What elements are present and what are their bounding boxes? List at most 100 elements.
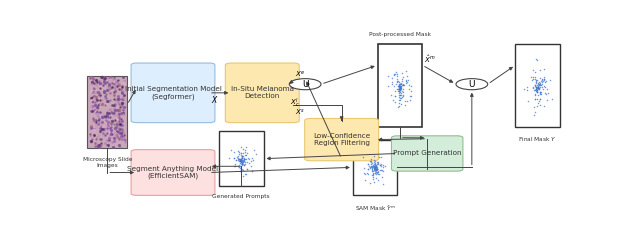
Point: [239, 163, 249, 167]
Point: [532, 58, 542, 61]
Point: [539, 77, 549, 81]
Point: [367, 166, 378, 170]
Point: [531, 90, 541, 94]
Point: [236, 151, 246, 155]
Point: [540, 76, 550, 79]
Point: [395, 86, 405, 90]
Point: [534, 88, 544, 91]
Point: [238, 161, 248, 164]
Point: [365, 166, 376, 169]
Point: [401, 81, 411, 85]
Point: [238, 158, 248, 162]
Point: [369, 164, 380, 168]
Point: [394, 80, 404, 84]
Point: [372, 167, 382, 171]
Point: [394, 84, 404, 88]
Point: [372, 167, 382, 171]
Point: [376, 168, 386, 171]
Point: [397, 87, 408, 91]
Point: [399, 83, 410, 86]
Point: [534, 83, 545, 87]
Point: [239, 158, 250, 161]
Text: U: U: [302, 80, 308, 89]
Point: [239, 163, 250, 166]
Point: [235, 159, 245, 163]
Point: [232, 155, 242, 159]
Text: $X$: $X$: [211, 94, 219, 105]
Point: [376, 162, 386, 166]
FancyBboxPatch shape: [131, 150, 215, 195]
Point: [392, 77, 402, 81]
Point: [541, 92, 552, 95]
Point: [371, 168, 381, 172]
Point: [238, 159, 248, 162]
Point: [530, 75, 540, 78]
Point: [370, 167, 380, 171]
Point: [234, 157, 244, 160]
Point: [236, 153, 246, 157]
Point: [394, 86, 404, 89]
Point: [522, 85, 532, 88]
Point: [235, 159, 245, 163]
Point: [229, 164, 239, 168]
Point: [369, 166, 379, 170]
Point: [378, 169, 388, 173]
Point: [237, 156, 247, 160]
Point: [393, 84, 403, 88]
Point: [528, 86, 538, 90]
Point: [242, 167, 252, 171]
Point: [395, 86, 405, 89]
Point: [237, 155, 247, 158]
Point: [406, 94, 417, 97]
Point: [394, 87, 404, 91]
Point: [239, 158, 249, 161]
Point: [530, 92, 540, 95]
Point: [235, 159, 245, 162]
Point: [234, 165, 244, 169]
Point: [522, 88, 532, 91]
Point: [394, 84, 404, 88]
Point: [251, 153, 261, 156]
Point: [395, 86, 405, 90]
Point: [397, 83, 408, 87]
Point: [242, 160, 252, 164]
Point: [241, 173, 251, 176]
Point: [531, 90, 541, 93]
Point: [390, 94, 400, 97]
Point: [237, 154, 247, 157]
Point: [397, 78, 407, 81]
Point: [365, 166, 375, 170]
Point: [396, 96, 406, 99]
Point: [369, 154, 379, 158]
Circle shape: [456, 79, 488, 90]
Point: [237, 155, 247, 159]
Point: [395, 90, 405, 94]
Point: [533, 84, 543, 88]
Bar: [378, 44, 422, 128]
Point: [394, 91, 404, 94]
Point: [371, 168, 381, 171]
Point: [532, 104, 542, 108]
Point: [389, 84, 399, 88]
Point: [388, 98, 398, 101]
Point: [371, 165, 381, 169]
Point: [531, 81, 541, 85]
Point: [532, 86, 543, 89]
Point: [531, 89, 541, 92]
Point: [534, 97, 545, 101]
Point: [535, 76, 545, 80]
Point: [535, 68, 545, 72]
Point: [249, 148, 259, 152]
Point: [396, 81, 406, 84]
Text: $X^e$: $X^e$: [295, 69, 305, 79]
Point: [368, 174, 378, 177]
Point: [373, 169, 383, 173]
Point: [394, 89, 404, 93]
Point: [238, 160, 248, 164]
Point: [237, 156, 247, 159]
Point: [534, 99, 544, 102]
Point: [372, 161, 383, 164]
Point: [371, 164, 381, 167]
Point: [534, 81, 545, 85]
Point: [371, 162, 381, 166]
